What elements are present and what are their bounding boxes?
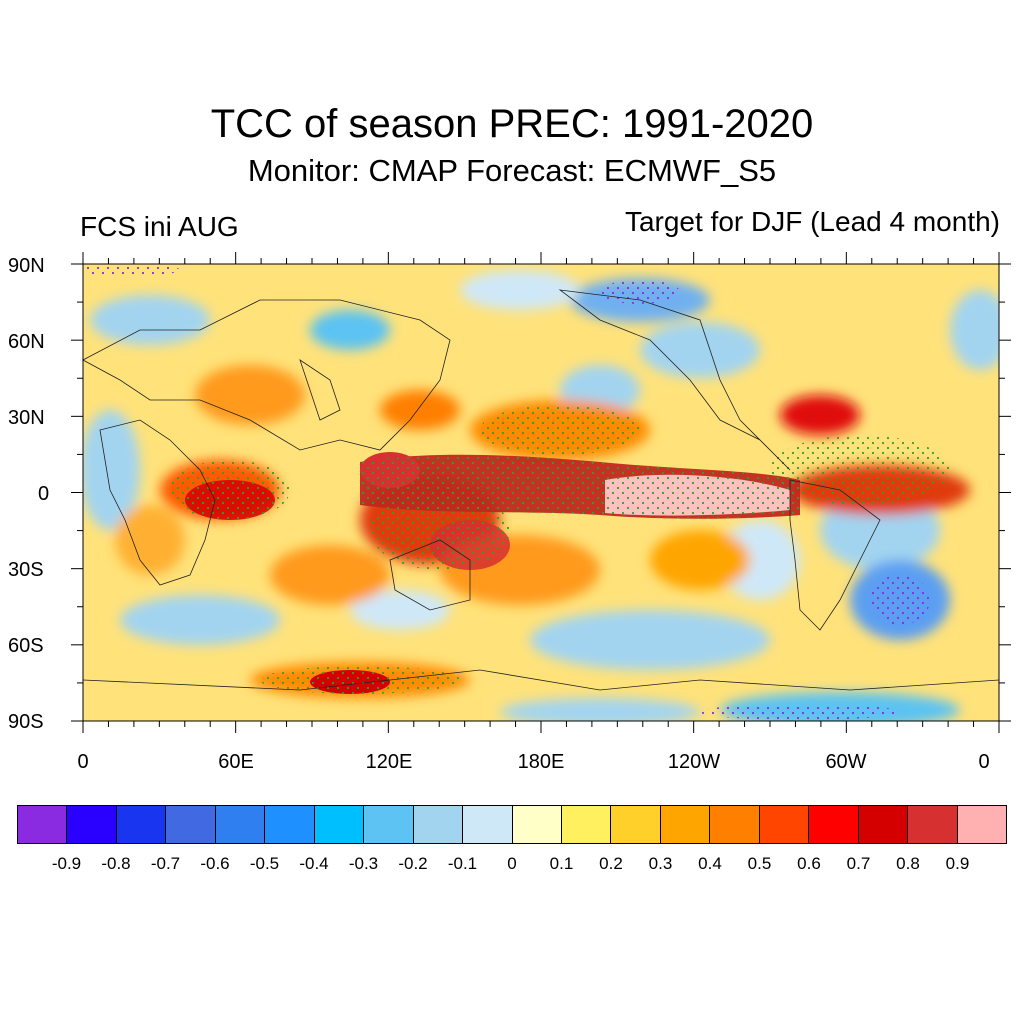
colorbar-label: 0.7 [846, 854, 871, 873]
colorbar-label: 0.9 [945, 854, 970, 873]
initialization-label: FCS ini AUG [80, 211, 239, 242]
lon-label: 60W [825, 751, 867, 773]
lat-label: 30N [8, 407, 45, 429]
colorbar-swatch [710, 806, 760, 843]
lon-label: 0 [77, 751, 89, 773]
colorbar-label: 0.4 [698, 854, 722, 873]
colorbar-swatch [660, 806, 711, 843]
colorbar-label: -0.9 [51, 854, 82, 873]
colorbar-swatch [561, 806, 612, 843]
lon-label: 0 [978, 751, 990, 773]
colorbar-label: 0.3 [648, 854, 673, 873]
colorbar [17, 805, 1007, 844]
lon-label: 60E [218, 751, 254, 773]
lon-label: 120E [365, 751, 413, 773]
colorbar-swatch [314, 806, 365, 843]
colorbar-swatch [116, 806, 167, 843]
correlation-field [83, 264, 999, 721]
colorbar-label: 0.6 [797, 854, 821, 873]
colorbar-label: -0.3 [348, 854, 379, 873]
colorbar-label: -0.1 [447, 854, 478, 873]
lat-label: 60N [8, 331, 45, 353]
colorbar-label: -0.6 [200, 854, 230, 873]
colorbar-swatch [166, 806, 216, 843]
colorbar-swatch [611, 806, 661, 843]
colorbar-label: -0.8 [101, 854, 131, 873]
colorbar-swatch [215, 806, 266, 843]
coastlines [83, 289, 999, 691]
colorbar-swatch [413, 806, 464, 843]
colorbar-swatch [67, 806, 117, 843]
colorbar-label: 0.8 [896, 854, 920, 873]
colorbar-label: 0.1 [549, 854, 574, 873]
colorbar-swatch [364, 806, 414, 843]
colorbar-label: -0.2 [398, 854, 428, 873]
colorbar-swatch [463, 806, 513, 843]
colorbar-label: 0.2 [599, 854, 623, 873]
colorbar-label: -0.4 [299, 854, 329, 873]
colorbar-label: 0 [507, 854, 517, 873]
colorbar-swatch [858, 806, 909, 843]
lat-label: 0 [38, 483, 50, 505]
map-title: TCC of season PREC: 1991-2020 [210, 102, 814, 146]
colorbar-swatch [759, 806, 810, 843]
colorbar-swatch [957, 806, 1007, 843]
target-label: Target for DJF (Lead 4 month) [624, 206, 1000, 237]
colorbar-swatch [512, 806, 562, 843]
lat-label: 30S [8, 559, 44, 581]
lat-label: 90N [8, 255, 45, 277]
colorbar-label: -0.5 [249, 854, 280, 873]
colorbar-swatch [265, 806, 315, 843]
map-subtitle: Monitor: CMAP Forecast: ECMWF_S5 [247, 153, 777, 188]
colorbar-swatch [809, 806, 859, 843]
colorbar-swatch [18, 806, 68, 843]
lon-label: 120W [667, 751, 721, 773]
lat-label: 60S [8, 635, 44, 657]
lat-label: 90S [8, 711, 44, 733]
lon-label: 180E [517, 751, 565, 773]
colorbar-label: -0.7 [150, 854, 181, 873]
colorbar-label: 0.5 [747, 854, 772, 873]
colorbar-swatch [908, 806, 958, 843]
